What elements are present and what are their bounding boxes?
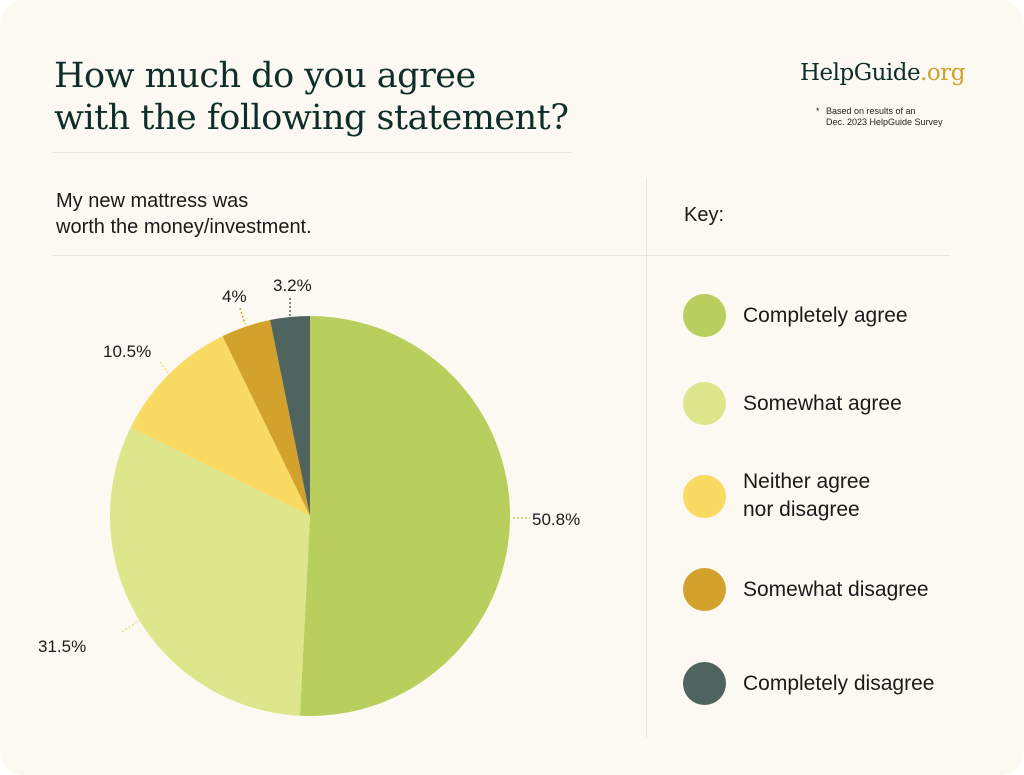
legend-item: Somewhat disagree [683, 568, 929, 611]
legend-swatch [683, 568, 726, 611]
column-divider [646, 178, 647, 738]
pie-slice [270, 316, 310, 516]
legend-item: Completely disagree [683, 662, 934, 705]
legend-swatch [683, 382, 726, 425]
brand-logo: HelpGuide.org [800, 60, 966, 86]
pie-slice [222, 320, 310, 516]
note-line-2: Dec. 2023 HelpGuide Survey [826, 117, 943, 127]
legend-label: Somewhat agree [743, 391, 902, 415]
statement-line-1: My new mattress was [56, 190, 249, 212]
legend-label: Neither agree nor disagree [743, 470, 871, 521]
slice-percent-label: 50.8% [532, 510, 580, 529]
title-line-2: with the following statement? [54, 98, 569, 138]
legend-swatch [683, 662, 726, 705]
pie-slice [130, 336, 310, 516]
brand-tld: .org [920, 60, 966, 86]
slice-percent-label: 3.2% [273, 276, 312, 295]
asterisk: * [816, 106, 820, 116]
leader-line [159, 361, 169, 374]
legend-item: Completely agree [683, 294, 908, 337]
slice-percent-label: 31.5% [38, 637, 86, 656]
legend-label: Completely agree [743, 303, 908, 327]
pie-slice [110, 427, 311, 716]
note-line-1: Based on results of an [826, 106, 916, 116]
legend-swatch [683, 294, 726, 337]
section-divider [52, 255, 950, 256]
leader-line [239, 307, 246, 325]
pie-slice [299, 316, 511, 716]
legend-label: Completely disagree [743, 671, 935, 695]
legend-item: Somewhat agree [683, 382, 902, 425]
brand-name: HelpGuide [800, 60, 921, 86]
legend-label: Somewhat disagree [743, 577, 929, 601]
key-heading: Key: [684, 204, 725, 226]
title-divider [52, 152, 572, 153]
leader-line [121, 619, 141, 633]
statement-line-2: worth the money/investment. [56, 216, 312, 238]
survey-note: * Based on results of an Dec. 2023 HelpG… [816, 106, 943, 128]
title-line-1: How much do you agree [54, 56, 476, 96]
slice-percent-label: 10.5% [103, 342, 151, 361]
slice-percent-label: 4% [222, 287, 247, 306]
legend-swatch [683, 474, 726, 518]
legend-item: Neither agree nor disagree [683, 468, 870, 524]
statement: My new mattress was worth the money/inve… [56, 188, 312, 240]
page-title: How much do you agree with the following… [54, 55, 569, 139]
